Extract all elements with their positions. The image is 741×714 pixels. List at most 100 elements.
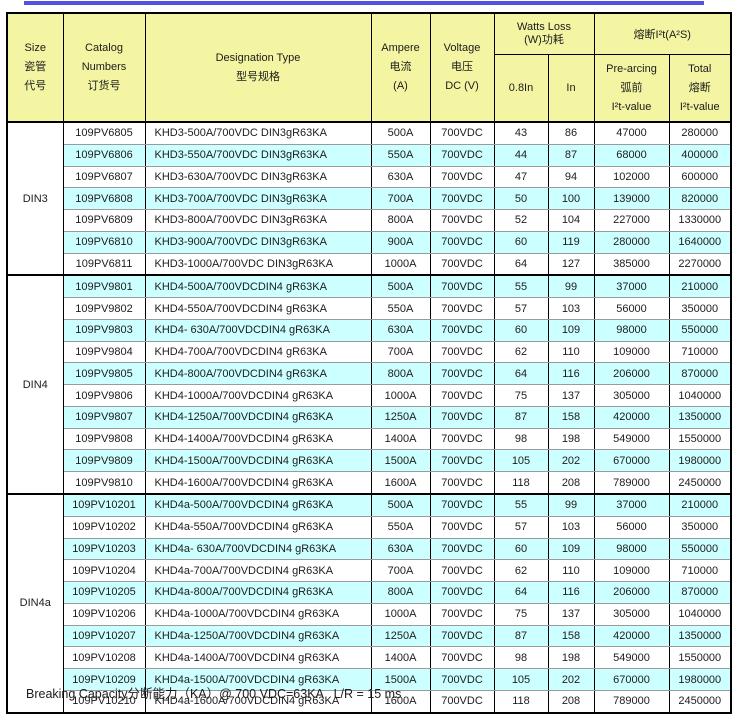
cell-designation-type: KHD3-800A/700VDC DIN3gR63KA [144,209,372,232]
cell-designation-type: KHD4a-1500A/700VDCDIN4 gR63KA [144,668,372,691]
col-header-voltage-l1: Voltage [443,42,481,54]
cell-watts-08in: 64 [493,252,549,276]
cell-catalog-number: 109PV9803 [62,318,146,342]
cell-voltage: 700VDC [429,165,495,189]
cell-watts-in: 109 [547,318,595,342]
table-row: 109PV9805 KHD4-800A/700VDCDIN4 gR63KA 800A… [7,362,732,386]
col-header-size-en: Size [24,42,46,54]
table-row: 109PV6810 KHD3-900A/700VDC DIN3gR63KA 900A… [7,230,732,254]
col-header-total-l2: 熔断 [688,81,711,94]
cell-watts-in: 119 [547,230,595,254]
cell-ampere: 900A [370,230,431,254]
col-header-08in: 0.8In [493,54,549,123]
col-header-in: In [547,54,595,123]
cell-catalog-number: 109PV9807 [62,405,146,429]
cell-designation-type: KHD4-700A/700VDCDIN4 gR63KA [144,340,372,364]
col-header-watts-loss-l1: Watts Loss [517,21,571,33]
cell-prearcing-i2t: 206000 [593,362,670,386]
cell-ampere: 550A [370,297,431,320]
col-header-total-l3: I²t-value [679,100,720,113]
cell-watts-08in: 43 [493,121,549,145]
cell-voltage: 700VDC [429,471,495,495]
cell-total-i2t: 1330000 [668,209,732,232]
cell-voltage: 700VDC [429,362,495,386]
cell-watts-in: 100 [547,187,595,211]
cell-ampere: 800A [370,581,431,604]
cell-watts-in: 208 [547,471,595,495]
cell-prearcing-i2t: 789000 [593,471,670,495]
cell-voltage: 700VDC [429,668,495,691]
cell-total-i2t: 1550000 [668,427,732,451]
cell-prearcing-i2t: 98000 [593,537,670,561]
table-row: 109PV10204 KHD4a-700A/700VDCDIN4 gR63KA 70… [7,559,732,583]
cell-designation-type: KHD4-1000A/700VDCDIN4 gR63KA [144,384,372,407]
cell-voltage: 700VDC [429,537,495,561]
cell-watts-in: 110 [547,340,595,364]
cell-watts-08in: 57 [493,297,549,320]
cell-ampere: 1600A [370,471,431,495]
cell-ampere: 630A [370,165,431,189]
cell-ampere: 1000A [370,252,431,276]
col-header-total-l1: Total [688,62,712,75]
col-header-prearcing: Pre-arcing 弧前 I²t-value [593,54,670,123]
table-row: 109PV9810 KHD4-1600A/700VDCDIN4 gR63KA 160… [7,471,732,495]
size-group-label: DIN4 [6,274,64,495]
cell-voltage: 700VDC [429,121,495,145]
table-row: 109PV9802 KHD4-550A/700VDCDIN4 gR63KA 550A… [7,297,732,320]
cell-ampere: 1500A [370,668,431,691]
cell-total-i2t: 1350000 [668,405,732,429]
cell-watts-in: 158 [547,624,595,648]
cell-voltage: 700VDC [429,515,495,539]
table-row: 109PV6806 KHD3-550A/700VDC DIN3gR63KA 550A… [7,143,732,167]
cell-watts-08in: 60 [493,537,549,561]
cell-ampere: 630A [370,318,431,342]
col-header-i2t-group: 熔断I²t(A²S) [593,12,732,55]
cell-ampere: 800A [370,209,431,232]
cell-ampere: 1000A [370,602,431,626]
cell-voltage: 700VDC [429,274,495,299]
cell-voltage: 700VDC [429,384,495,407]
cell-catalog-number: 109PV10207 [62,624,146,648]
cell-total-i2t: 820000 [668,187,732,211]
cell-designation-type: KHD4a-500A/700VDCDIN4 gR63KA [144,493,372,517]
col-header-voltage-l3: DC (V) [445,80,479,92]
cell-watts-08in: 118 [493,471,549,495]
cell-watts-08in: 98 [493,646,549,670]
cell-watts-in: 208 [547,689,595,714]
cell-prearcing-i2t: 56000 [593,515,670,539]
cell-watts-in: 103 [547,297,595,320]
col-header-ampere-l2: 电流 [389,61,412,73]
cell-catalog-number: 109PV6810 [62,230,146,254]
table-row: 109PV10205 KHD4a-800A/700VDCDIN4 gR63KA 80… [7,581,732,604]
cell-watts-in: 202 [547,668,595,691]
cell-watts-08in: 57 [493,515,549,539]
cell-prearcing-i2t: 139000 [593,187,670,211]
top-rule [24,1,704,5]
cell-watts-in: 137 [547,384,595,407]
table-row: 109PV9808 KHD4-1400A/700VDCDIN4 gR63KA 140… [7,427,732,451]
table-row: 109PV9807 KHD4-1250A/700VDCDIN4 gR63KA 125… [7,405,732,429]
cell-designation-type: KHD4a-1000A/700VDCDIN4 gR63KA [144,602,372,626]
cell-designation-type: KHD3-500A/700VDC DIN3gR63KA [144,121,372,145]
cell-watts-08in: 105 [493,449,549,473]
table-body: DIN3 109PV6805 KHD3-500A/700VDC DIN3gR63KA… [6,121,732,714]
cell-total-i2t: 870000 [668,362,732,386]
cell-total-i2t: 2450000 [668,689,732,714]
cell-catalog-number: 109PV9808 [62,427,146,451]
col-header-voltage-l2: 电压 [451,61,473,73]
cell-prearcing-i2t: 227000 [593,209,670,232]
table-row: 109PV9806 KHD4-1000A/700VDCDIN4 gR63KA 100… [7,384,732,407]
cell-voltage: 700VDC [429,340,495,364]
cell-catalog-number: 109PV6806 [62,143,146,167]
cell-total-i2t: 2270000 [668,252,732,276]
cell-catalog-number: 109PV10201 [62,493,146,517]
cell-prearcing-i2t: 385000 [593,252,670,276]
cell-designation-type: KHD3-550A/700VDC DIN3gR63KA [144,143,372,167]
cell-voltage: 700VDC [429,143,495,167]
size-group-label: DIN3 [6,121,64,276]
table-row: 109PV9809 KHD4-1500A/700VDCDIN4 gR63KA 150… [7,449,732,473]
cell-voltage: 700VDC [429,230,495,254]
col-header-voltage: Voltage 电压 DC (V) [429,12,495,123]
table-row: 109PV6809 KHD3-800A/700VDC DIN3gR63KA 800A… [7,209,732,232]
cell-catalog-number: 109PV9801 [62,274,146,299]
